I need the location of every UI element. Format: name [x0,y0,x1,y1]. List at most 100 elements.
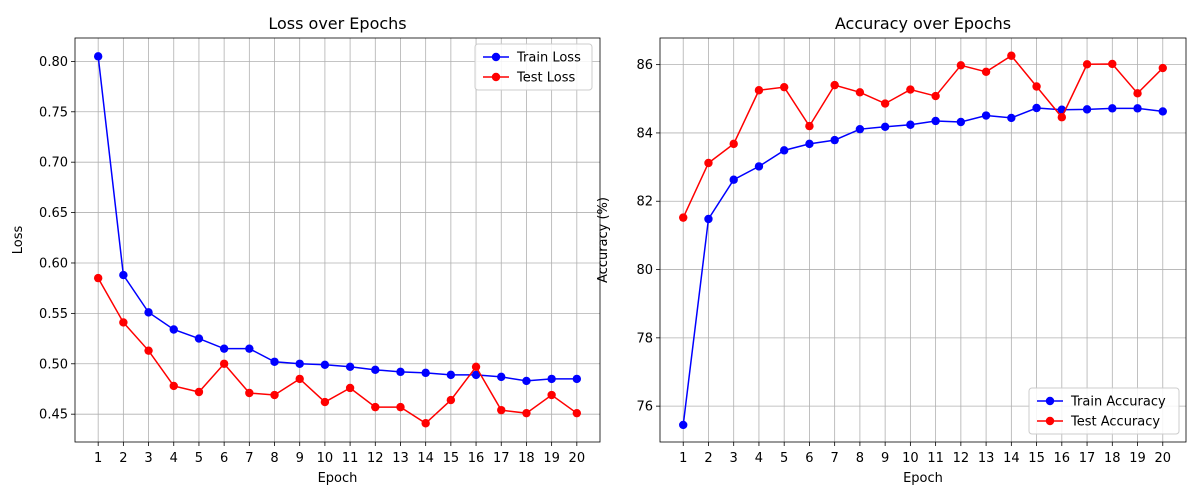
y-tick-label: 0.70 [39,156,68,171]
data-point [1007,51,1016,60]
data-point [880,122,890,131]
data-point [779,82,789,92]
x-tick-label: 20 [569,451,586,466]
data-point [144,346,153,355]
y-tick-label: 82 [636,195,653,210]
x-tick-label: 6 [805,451,813,466]
data-point [169,381,178,391]
data-point [522,376,531,386]
data-point [396,367,405,377]
y-tick-label: 0.65 [39,206,68,221]
legend-marker [1045,416,1055,426]
data-point [144,308,153,317]
data-point [547,390,556,400]
data-point [93,52,103,61]
data-point [1108,104,1117,113]
data-point [729,175,738,184]
data-point [779,146,789,155]
legend-marker [491,72,501,82]
data-point [704,214,713,224]
data-point [497,372,506,382]
x-tick-label: 2 [704,451,712,466]
x-tick-label: 12 [953,451,970,466]
data-point [219,344,229,353]
x-tick-label: 14 [1003,451,1020,466]
data-point [471,362,481,372]
x-axis-label: Epoch [318,471,358,486]
series-line [682,107,1163,426]
data-point [522,408,531,418]
x-tick-label: 8 [856,451,864,466]
chart-title: Accuracy over Epochs [835,14,1011,33]
x-tick-label: 3 [144,451,152,466]
x-tick-label: 3 [730,451,738,466]
x-tick-label: 12 [367,451,384,466]
loss-chart: 1 2 3 4 5 6 7 8 9 10 11 12 13 14 15 16 17 18 19 200.450.500… [11,14,601,486]
data-point [421,368,430,378]
data-point [371,402,380,412]
data-point [855,88,865,97]
y-tick-label: 84 [636,126,653,141]
data-point [956,61,966,70]
x-tick-label: 10 [317,451,334,466]
data-point [471,370,481,380]
series-line [97,277,578,425]
data-point [906,120,915,129]
data-point [270,357,279,366]
x-tick-label: 9 [881,451,889,466]
data-point [295,374,304,384]
x-tick-label: 16 [1054,451,1071,466]
x-tick-label: 7 [245,451,253,466]
y-tick-label: 0.45 [39,408,68,423]
data-point [1032,103,1041,113]
series-line [682,54,1164,218]
data-point [1133,89,1142,98]
x-tick-label: 15 [443,451,460,466]
x-tick-label: 4 [755,451,763,466]
x-tick-label: 11 [927,451,944,466]
legend-box [1028,387,1180,435]
data-point [245,388,254,398]
data-point [572,408,582,418]
x-tick-label: 19 [1129,451,1146,466]
data-point [1108,59,1117,69]
axes-frame [659,37,1187,443]
x-tick-label: 19 [543,451,560,466]
data-point [880,99,890,108]
data-point [931,91,940,101]
data-point [446,395,456,405]
data-point [446,370,456,380]
legend-marker [1045,396,1055,406]
y-tick-label: 0.50 [39,357,68,372]
accuracy-chart: 1 2 3 4 5 6 7 8 9 10 11 12 13 14 15 16 17 18 19 20767880828… [596,14,1187,486]
data-point [1158,107,1167,116]
data-point [981,111,991,120]
x-tick-label: 2 [119,451,127,466]
x-tick-label: 5 [780,451,788,466]
data-point [320,397,330,407]
y-axis-label: Accuracy (%) [596,197,611,283]
x-tick-label: 18 [518,451,535,466]
y-tick-label: 0.80 [39,55,68,70]
data-point [295,359,304,368]
y-axis-label: Loss [11,226,26,255]
data-point [547,374,556,384]
series-line [97,56,577,382]
data-point [1007,113,1016,123]
x-tick-label: 20 [1155,451,1172,466]
legend: Train Accuracy Test Accuracy [1028,387,1180,435]
legend-label: Test Accuracy [1070,415,1160,430]
data-point [371,365,380,375]
legend: Train Loss Test Loss [474,43,593,91]
data-point [830,135,839,145]
data-point [194,334,204,343]
data-point [1082,105,1092,114]
data-point [169,325,178,334]
data-point [704,158,713,168]
data-point [421,419,430,428]
legend-label: Test Loss [516,71,575,86]
data-point [906,85,915,94]
data-point [93,273,103,283]
data-point [320,360,330,369]
